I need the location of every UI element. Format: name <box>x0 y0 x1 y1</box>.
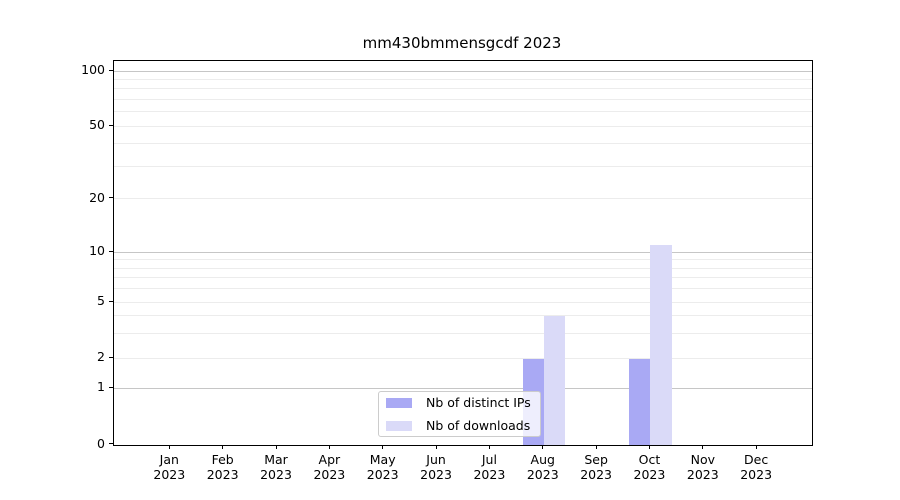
x-tick-jun <box>435 445 437 449</box>
gridline-90 <box>114 78 812 80</box>
gridline-6 <box>114 288 812 290</box>
legend-label-distinct-ips: Nb of distinct IPs <box>426 394 531 410</box>
y-tick-10 <box>109 250 113 252</box>
gridline-8 <box>114 267 812 269</box>
y-tick-5 <box>109 300 113 302</box>
y-tick-0 <box>109 443 113 445</box>
gridline-50 <box>114 125 812 127</box>
legend-label-downloads: Nb of downloads <box>426 417 531 433</box>
x-tick-mar <box>275 445 277 449</box>
x-tick-feb <box>222 445 224 449</box>
gridline-2 <box>114 357 812 359</box>
x-tick-label-jun: Jun 2023 <box>420 452 452 482</box>
legend-swatch-distinct-ips <box>386 397 412 408</box>
x-tick-label-oct: Oct 2023 <box>633 452 666 482</box>
x-tick-label-feb: Feb 2023 <box>206 452 239 482</box>
x-tick-label-sep: Sep 2023 <box>580 452 612 482</box>
y-tick-label-1: 1 <box>97 379 105 394</box>
x-tick-label-nov: Nov 2023 <box>686 452 719 482</box>
legend: Nb of distinct IPs Nb of downloads <box>378 391 541 437</box>
y-tick-20 <box>109 197 113 199</box>
gridline-7 <box>114 277 812 279</box>
x-tick-oct <box>648 445 651 449</box>
y-tick-label-10: 10 <box>89 243 105 258</box>
y-tick-label-5: 5 <box>97 293 105 308</box>
y-tick-label-2: 2 <box>97 349 105 364</box>
gridline-40 <box>114 143 812 145</box>
gridline-30 <box>114 165 812 167</box>
legend-item-downloads: Nb of downloads <box>386 416 540 436</box>
x-tick-dec <box>755 445 757 449</box>
bar-downloads-aug <box>543 316 565 445</box>
gridline-3 <box>114 332 812 334</box>
x-tick-label-jan: Jan 2023 <box>153 452 186 482</box>
bar-distinct-ips-oct <box>629 358 651 445</box>
x-tick-may <box>382 445 384 449</box>
x-tick-nov <box>702 445 704 449</box>
x-tick-label-aug: Aug 2023 <box>526 452 559 482</box>
major-gridline-10 <box>114 251 812 253</box>
gridline-60 <box>114 111 812 113</box>
y-tick-2 <box>109 356 113 358</box>
y-tick-label-0: 0 <box>97 435 105 451</box>
major-gridline-100 <box>114 70 812 72</box>
x-tick-jan <box>168 445 170 449</box>
y-tick-1 <box>109 386 113 388</box>
gridline-70 <box>114 98 812 100</box>
x-tick-label-may: May 2023 <box>366 452 399 482</box>
x-tick-label-apr: Apr 2023 <box>313 452 346 482</box>
x-tick-apr <box>328 445 331 449</box>
x-tick-label-dec: Dec 2023 <box>740 452 773 482</box>
x-tick-sep <box>595 445 597 449</box>
legend-item-distinct-ips: Nb of distinct IPs <box>386 393 540 413</box>
x-tick-jul <box>488 445 491 449</box>
gridline-9 <box>114 259 812 261</box>
gridline-20 <box>114 198 812 199</box>
plot-area <box>113 60 813 446</box>
major-gridline-1 <box>114 387 812 389</box>
y-tick-label-20: 20 <box>89 189 105 205</box>
y-tick-label-50: 50 <box>89 117 105 132</box>
gridline-80 <box>114 88 812 90</box>
y-tick-100 <box>109 69 113 71</box>
bar-downloads-oct <box>650 245 672 445</box>
legend-swatch-downloads <box>386 420 412 431</box>
gridline-5 <box>114 301 812 303</box>
x-tick-label-mar: Mar 2023 <box>260 452 292 482</box>
y-tick-label-100: 100 <box>81 62 105 77</box>
chart-title: mm430bmmensgcdf 2023 <box>362 34 562 52</box>
x-tick-aug <box>542 445 544 449</box>
x-tick-label-jul: Jul 2023 <box>473 452 506 482</box>
y-tick-50 <box>109 124 113 126</box>
gridline-4 <box>114 315 812 317</box>
